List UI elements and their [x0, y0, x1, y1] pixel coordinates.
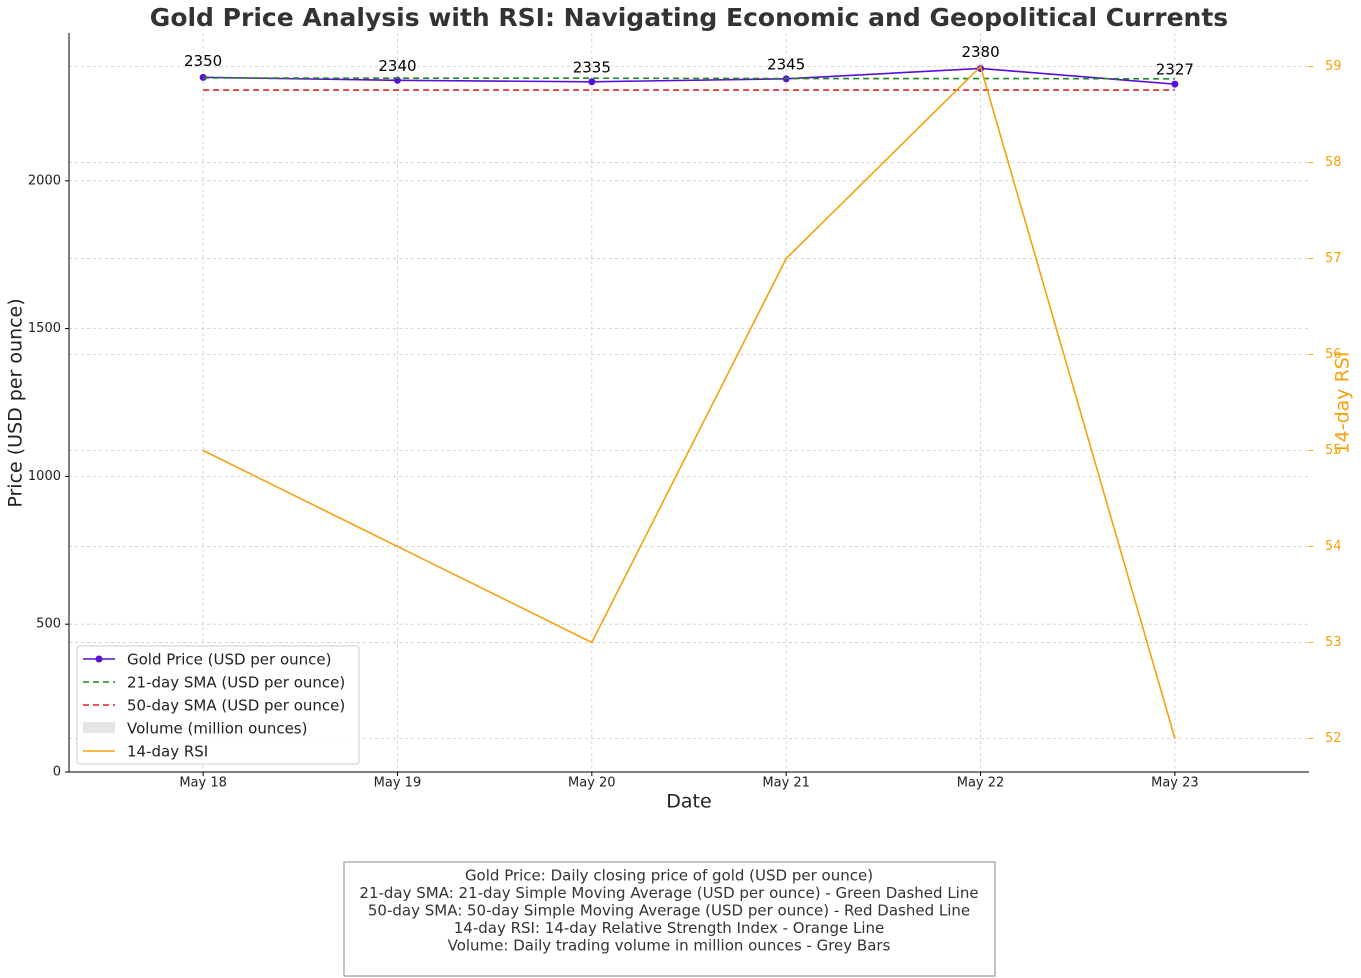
x-tick-label: May 20 — [568, 776, 616, 791]
annotation-line: Gold Price: Daily closing price of gold … — [465, 867, 873, 885]
y-tick-label: 1500 — [28, 321, 61, 336]
series-line — [202, 65, 1176, 739]
y2-tick-label: 55 — [1325, 443, 1342, 458]
y2-tick-label: 58 — [1325, 155, 1342, 170]
y-tick-label: 2000 — [28, 173, 61, 188]
legend-label: Volume (million ounces) — [127, 720, 307, 738]
y2-tick-label: 53 — [1325, 635, 1342, 650]
data-label: 2380 — [961, 43, 999, 61]
x-tick-label: May 18 — [179, 776, 227, 791]
y-tick-label: 500 — [36, 617, 61, 632]
y-tick-label: 0 — [53, 765, 61, 780]
legend-label: 50-day SMA (USD per ounce) — [127, 697, 345, 715]
data-label: 2335 — [573, 58, 611, 76]
series-line — [203, 77, 1175, 80]
data-label: 2345 — [767, 55, 805, 73]
point — [1171, 80, 1179, 88]
data-label: 2340 — [378, 57, 416, 75]
annotation-line: 21-day SMA: 21-day Simple Moving Average… — [359, 884, 978, 902]
data-label: 2350 — [184, 52, 222, 70]
y2-tick-label: 54 — [1325, 539, 1342, 554]
y-axis-label: Price (USD per ounce) — [5, 298, 27, 507]
x-tick-label: May 19 — [374, 776, 422, 791]
point — [588, 78, 596, 86]
x-tick-label: May 21 — [762, 776, 810, 791]
legend-swatch — [83, 722, 115, 733]
legend-label: 14-day RSI — [127, 743, 208, 761]
x-tick-label: May 22 — [957, 776, 1005, 791]
legend-marker — [95, 655, 103, 663]
y2-tick-label: 57 — [1325, 251, 1342, 266]
point — [199, 73, 207, 81]
legend-box — [76, 645, 360, 765]
annotation-line: 50-day SMA: 50-day Simple Moving Average… — [368, 902, 970, 920]
x-axis-label: Date — [666, 791, 711, 813]
legend-label: 21-day SMA (USD per ounce) — [127, 674, 345, 692]
y-tick-label: 1000 — [28, 469, 61, 484]
series-line — [203, 67, 1175, 85]
y2-tick-label: 56 — [1325, 347, 1342, 362]
annotation-line: 14-day RSI: 14-day Relative Strength Ind… — [454, 919, 885, 937]
annotation-box — [343, 861, 996, 977]
chart-title: Gold Price Analysis with RSI: Navigating… — [150, 3, 1228, 32]
annotation-line: Volume: Daily trading volume in million … — [448, 937, 891, 955]
y2-tick-label: 52 — [1325, 731, 1342, 746]
data-label: 2327 — [1156, 61, 1194, 79]
y2-tick-label: 59 — [1325, 59, 1342, 74]
x-tick-label: May 23 — [1151, 776, 1199, 791]
y2-axis-label: 14-day RSI — [1332, 352, 1354, 455]
legend-label: Gold Price (USD per ounce) — [127, 651, 332, 669]
